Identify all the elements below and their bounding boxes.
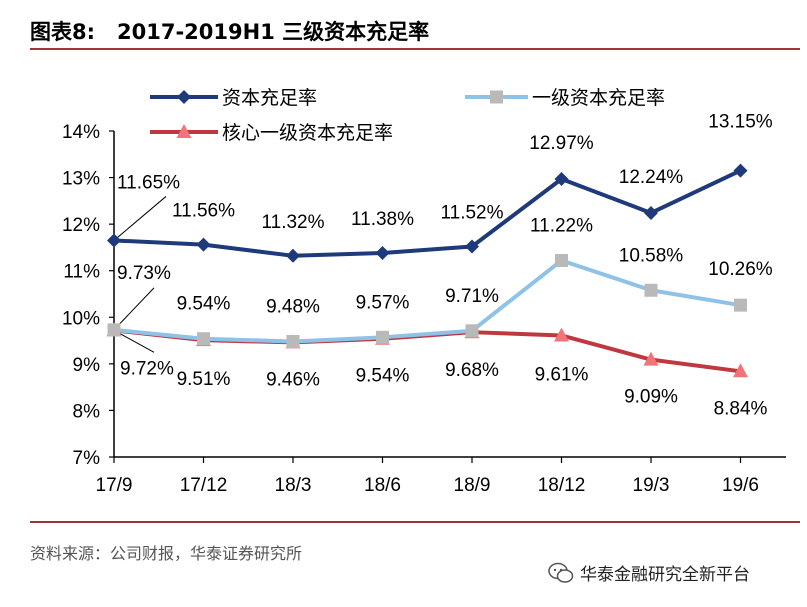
data-label: 12.24% — [619, 167, 684, 188]
source-note: 资料来源：公司财报，华泰证券研究所 — [30, 544, 303, 563]
x-tick-label: 19/3 — [633, 475, 670, 496]
data-label: 9.68% — [445, 360, 499, 381]
figure-header: 图表8: 2017-2019H1 三级资本充足率 — [30, 16, 429, 46]
wechat-icon — [548, 562, 574, 583]
data-point — [733, 363, 748, 378]
data-label: 9.54% — [356, 366, 410, 387]
data-label: 9.54% — [177, 294, 231, 315]
x-tick-label: 19/6 — [722, 475, 759, 496]
data-label: 9.57% — [356, 292, 410, 313]
data-label: 9.72% — [120, 358, 174, 379]
data-label: 9.48% — [266, 297, 320, 318]
data-label: 11.65% — [117, 172, 180, 193]
x-tick-label: 17/9 — [96, 475, 133, 496]
x-tick-label: 18/6 — [364, 475, 401, 496]
figure-number: 图表8: — [30, 20, 96, 44]
data-point — [286, 248, 300, 263]
legend-marker — [177, 90, 191, 104]
x-tick-label: 18/12 — [538, 475, 586, 496]
data-point — [107, 233, 121, 248]
data-label: 10.26% — [708, 259, 773, 280]
data-point — [375, 246, 390, 261]
data-label: 9.51% — [177, 369, 231, 390]
y-tick-label: 13% — [62, 169, 100, 190]
data-point — [554, 327, 569, 342]
x-tick-label: 18/3 — [275, 475, 312, 496]
data-point — [107, 323, 121, 337]
data-point — [465, 239, 479, 254]
data-label: 11.32% — [261, 212, 324, 233]
data-point — [644, 283, 658, 297]
data-point — [196, 237, 211, 252]
series-lines — [113, 168, 742, 374]
data-point — [197, 332, 210, 346]
data-point — [376, 330, 389, 344]
y-tick-label: 7% — [73, 448, 101, 469]
y-tick-label: 14% — [62, 122, 100, 143]
series-line — [113, 258, 741, 344]
data-label: 9.46% — [266, 369, 320, 390]
y-tick-label: 8% — [73, 401, 101, 422]
legend-marker — [176, 124, 192, 138]
series-markers — [106, 163, 748, 378]
data-label: 11.52% — [440, 202, 503, 223]
chart-axes: 7% 8% 9% 10% 11% 12% 13% 14% 17/9 17/12 18/3 18/6 18… — [62, 122, 786, 496]
x-tick-label: 17/12 — [180, 475, 228, 496]
series-line — [113, 168, 742, 258]
legend-label: 资本充足率 — [222, 87, 317, 109]
data-point — [286, 335, 300, 349]
data-point — [554, 171, 569, 186]
watermark: 华泰金融研究全新平台 — [548, 560, 750, 585]
y-tick-label: 11% — [63, 262, 100, 283]
data-label: 9.09% — [624, 387, 678, 408]
data-point — [734, 298, 747, 312]
leader-lines — [113, 196, 167, 353]
leader-line — [113, 329, 155, 353]
data-point — [644, 205, 658, 220]
watermark-text: 华泰金融研究全新平台 — [580, 565, 750, 585]
data-point — [465, 324, 479, 338]
legend-marker — [490, 90, 503, 104]
top-rule — [30, 48, 800, 50]
data-label: 10.58% — [619, 245, 684, 266]
y-tick-label: 10% — [62, 308, 100, 329]
data-label: 11.22% — [530, 215, 593, 236]
data-label: 8.84% — [714, 398, 768, 419]
legend-label: 核心一级资本充足率 — [222, 122, 393, 144]
data-label: 13.15% — [708, 112, 773, 133]
leader-line — [113, 196, 167, 241]
bottom-rule — [30, 521, 800, 523]
data-label: 11.38% — [351, 209, 414, 230]
data-point — [555, 253, 568, 267]
y-tick-label: 12% — [62, 215, 100, 236]
y-tick-label: 9% — [73, 355, 101, 376]
data-labels: 11.65% 11.56% 11.32% 11.38% 11.52% 12.97% 12.2… — [117, 112, 773, 420]
figure-title: 2017-2019H1 三级资本充足率 — [117, 20, 430, 44]
x-tick-label: 18/9 — [454, 475, 491, 496]
leader-line — [113, 287, 155, 331]
data-label: 12.97% — [529, 133, 594, 154]
data-label: 11.56% — [172, 201, 235, 222]
data-point — [643, 351, 659, 366]
legend-label: 一级资本充足率 — [532, 87, 665, 109]
data-label: 9.73% — [117, 263, 171, 284]
data-point — [733, 163, 748, 178]
data-label: 9.71% — [445, 286, 499, 307]
data-label: 9.61% — [535, 364, 589, 385]
